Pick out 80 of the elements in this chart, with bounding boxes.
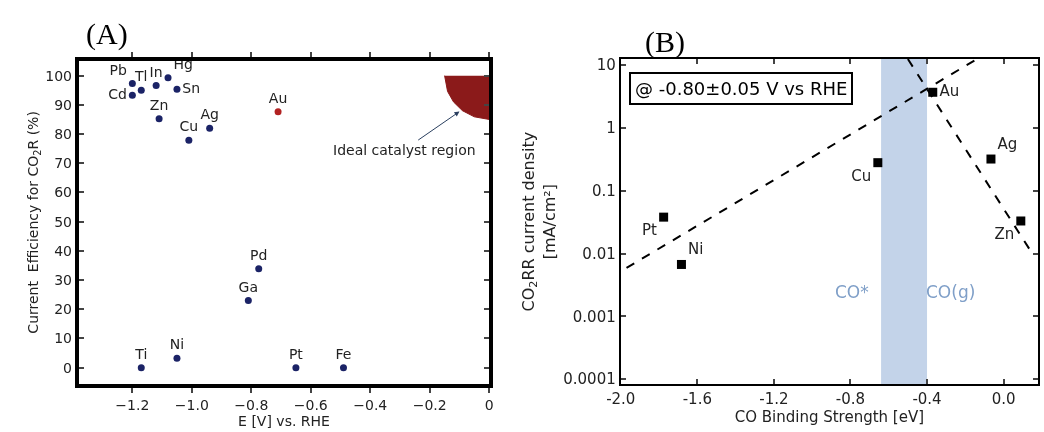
point [873, 158, 883, 168]
y-tick-label: 0.001 [572, 307, 616, 326]
point [173, 354, 181, 362]
point [274, 108, 282, 116]
y-tick-label: 10 [596, 56, 616, 75]
point [339, 364, 347, 372]
point [173, 85, 181, 93]
y-tick-label: 40 [54, 242, 73, 259]
data-label: Pt [288, 345, 304, 362]
x-tick-label: −0.8 [234, 396, 269, 413]
data-label: In [149, 63, 163, 80]
data-label: Pt [642, 221, 658, 240]
data-label: Cd [108, 85, 127, 102]
point [255, 265, 263, 273]
point [128, 80, 136, 88]
point [659, 212, 669, 222]
data-label: Ti [134, 345, 148, 362]
x-tick-label: -0.8 [835, 390, 866, 409]
point [206, 124, 214, 132]
x-tick-label: -1.2 [759, 390, 789, 409]
annotation: CO(g) [926, 282, 976, 302]
x-axis-title: E [V] vs. RHE [238, 412, 330, 429]
x-axis-title: CO Binding Strength [eV] [734, 408, 925, 427]
data-label: Au [939, 82, 960, 101]
data-label: Au [268, 89, 288, 106]
point [986, 154, 996, 164]
data-label: Ga [238, 278, 259, 295]
data-label: Zn [994, 224, 1015, 243]
data-label: Ag [997, 134, 1018, 153]
y-tick-label: 0 [63, 359, 73, 376]
data-label: Tl [134, 68, 148, 85]
data-label: Sn [182, 79, 201, 96]
y-tick-label: 0.01 [582, 244, 616, 263]
data-label: Fe [335, 345, 352, 362]
annotation: CO* [835, 282, 869, 302]
x-tick-label: -0.4 [912, 390, 942, 409]
x-tick-label: −0.4 [353, 396, 388, 413]
x-tick-label: −1.2 [115, 396, 150, 413]
point [676, 259, 686, 269]
point [137, 364, 145, 372]
point [137, 86, 145, 94]
y-tick-label: 0.0001 [563, 370, 616, 389]
y-tick-label: 100 [45, 67, 73, 84]
y-tick-label: 70 [54, 155, 73, 172]
x-tick-label: 0 [484, 396, 494, 413]
chart-title: (B) [645, 25, 685, 59]
annotation: @ -0.80±0.05 V vs RHE [635, 78, 848, 99]
chart-title: (A) [86, 17, 128, 51]
y-tick-label: 60 [54, 184, 73, 201]
x-tick-label: -2.0 [606, 390, 636, 409]
data-label: Cu [179, 118, 199, 135]
y-tick-label: 1 [606, 119, 616, 138]
data-label: Zn [149, 96, 169, 113]
y-tick-label: 0.1 [591, 182, 616, 201]
point [152, 82, 160, 90]
y-tick-label: 10 [54, 330, 73, 347]
point [164, 74, 172, 82]
point [292, 364, 300, 372]
y-tick-label: 80 [54, 125, 73, 142]
y-tick-label: 50 [54, 213, 73, 230]
data-label: Ag [200, 106, 219, 123]
y-tick-label: 20 [54, 301, 73, 318]
point [155, 115, 163, 123]
point [128, 91, 136, 99]
y-tick-label: 30 [54, 271, 73, 288]
x-tick-label: −1.0 [174, 396, 209, 413]
x-tick-label: −0.6 [293, 396, 328, 413]
y-tick-label: 90 [54, 96, 73, 113]
data-label: Pd [250, 246, 268, 263]
x-tick-label: 0.0 [991, 390, 1016, 409]
x-tick-label: -1.6 [682, 390, 712, 409]
x-tick-label: −0.2 [412, 396, 447, 413]
annotation: Ideal catalyst region [333, 142, 476, 158]
data-label: Cu [851, 166, 872, 185]
data-label: Pb [109, 61, 128, 78]
point [244, 297, 252, 304]
data-label: Ni [169, 336, 185, 353]
point [185, 136, 193, 144]
point [1016, 216, 1026, 226]
data-label: Ni [688, 240, 704, 259]
